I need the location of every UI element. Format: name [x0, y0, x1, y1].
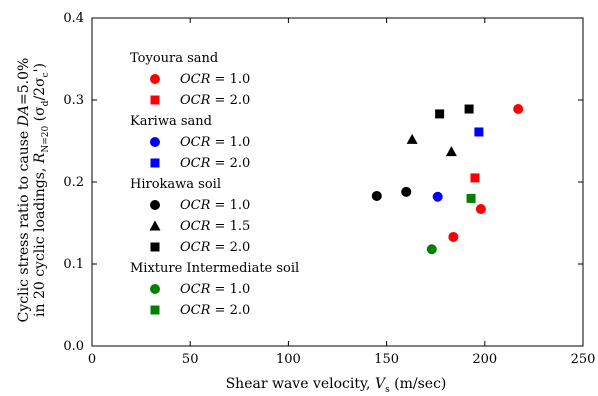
data-point	[464, 104, 474, 114]
x-tick-label: 0	[88, 352, 96, 367]
data-point	[401, 186, 412, 197]
x-tick-label: 250	[571, 352, 596, 367]
data-point	[470, 173, 480, 183]
legend-marker	[150, 242, 160, 252]
y-axis-label-line2: in 20 cyclic loadings, RN=20 (σd/2σc')	[32, 63, 51, 317]
legend-entry-label: OCR = 1.5	[180, 219, 250, 234]
legend-entry-label: OCR = 1.0	[180, 198, 250, 213]
data-point	[513, 104, 524, 115]
legend-group-title: Kariwa sand	[130, 114, 212, 129]
legend-entry-label: OCR = 1.0	[180, 282, 250, 297]
legend-entry-label: OCR = 2.0	[180, 156, 250, 171]
data-point	[432, 191, 443, 202]
data-point	[474, 127, 484, 137]
legend-marker	[149, 220, 161, 231]
legend-group-title: Hirokawa soil	[130, 177, 221, 192]
legend-entry-label: OCR = 1.0	[180, 135, 250, 150]
x-tick-label: 150	[374, 352, 399, 367]
x-tick-label: 50	[182, 352, 199, 367]
legend-entry-label: OCR = 1.0	[180, 72, 250, 87]
y-tick-label: 0.0	[63, 339, 84, 354]
legend-marker	[150, 284, 160, 294]
legend-entry-label: OCR = 2.0	[180, 93, 250, 108]
axes-layer	[91, 17, 584, 347]
y-tick-label: 0.3	[63, 93, 84, 108]
legend-marker	[150, 200, 160, 210]
x-tick-label: 200	[472, 352, 497, 367]
data-point	[426, 244, 437, 255]
legend-marker	[150, 137, 160, 147]
legend-entry-label: OCR = 2.0	[180, 240, 250, 255]
x-tick-label: 100	[276, 352, 301, 367]
data-point	[445, 146, 457, 157]
legend-group-title: Mixture Intermediate soil	[130, 261, 299, 276]
y-tick-label: 0.2	[63, 175, 84, 190]
legend-group-title: Toyoura sand	[130, 51, 218, 66]
y-tick-label: 0.4	[63, 11, 84, 26]
y-axis-label: Cyclic stress ratio to cause DA=5.0% in …	[16, 58, 51, 323]
legend-marker	[150, 305, 160, 315]
y-axis-label-line1: Cyclic stress ratio to cause DA=5.0%	[16, 58, 32, 323]
data-point	[435, 109, 445, 119]
tick-labels: 0 50 100 150 200 250 0.0 0.1 0.2 0.3 0.4	[63, 11, 595, 367]
data-point	[475, 204, 486, 215]
x-axis-label: Shear wave velocity, Vs (m/sec)	[226, 376, 447, 395]
legend: Toyoura sand OCR = 1.0 OCR = 2.0 Kariwa san…	[130, 51, 299, 318]
data-point	[448, 231, 459, 242]
legend-marker	[150, 95, 160, 105]
data-point	[371, 190, 382, 201]
legend-marker	[150, 74, 160, 84]
data-point	[466, 193, 476, 203]
legend-marker	[150, 158, 160, 168]
y-tick-label: 0.1	[63, 257, 84, 272]
data-point	[406, 133, 418, 144]
legend-entry-label: OCR = 2.0	[180, 303, 250, 318]
data-points	[371, 104, 524, 255]
